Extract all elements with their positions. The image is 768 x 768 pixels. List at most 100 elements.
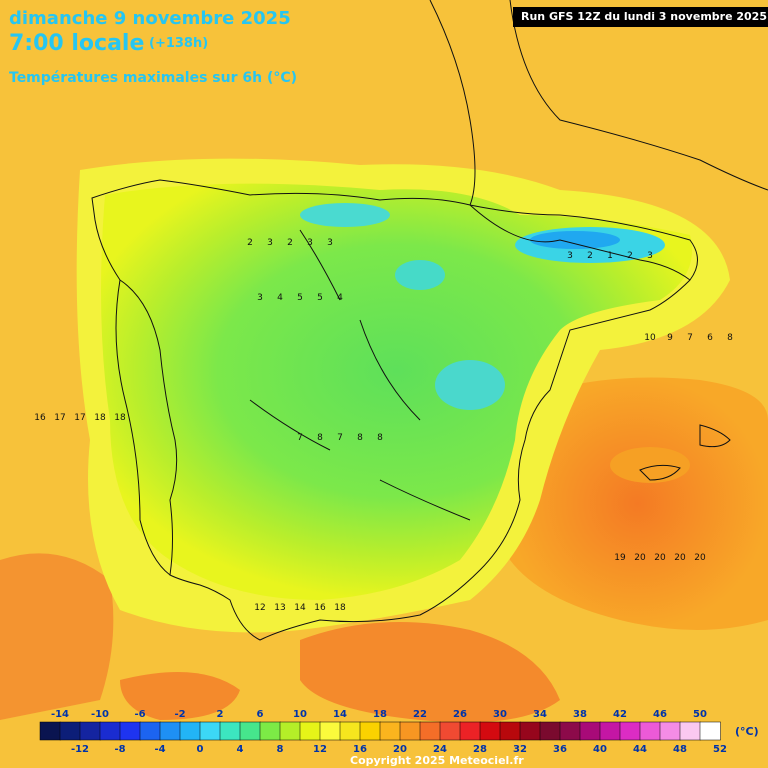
legend-swatch <box>579 721 601 741</box>
legend-swatch <box>359 721 381 741</box>
legend-swatch <box>79 721 101 741</box>
legend-label-lower: -4 <box>154 744 165 755</box>
legend-label-lower: 8 <box>277 744 284 755</box>
color-legend: -14 -10 -6 -2 2 6 10 14 18 22 26 30 34 38 42 46 50-12 -8-… <box>39 709 727 755</box>
legend-swatch <box>519 721 541 741</box>
grid-value: 12 <box>254 603 265 613</box>
legend-swatch <box>159 721 181 741</box>
date-title: dimanche 9 novembre 2025 <box>9 8 291 29</box>
legend-unit: (°C) <box>735 725 759 738</box>
grid-value: 1 <box>607 251 613 261</box>
legend-label-upper: -14 <box>51 709 69 720</box>
grid-value: 18 <box>94 413 106 423</box>
grid-value: 8 <box>357 433 363 443</box>
legend-swatch <box>599 721 621 741</box>
legend-label-lower: 24 <box>433 744 447 755</box>
legend-label-lower: -12 <box>71 744 89 755</box>
legend-label-lower: 28 <box>473 744 487 755</box>
grid-value: 7 <box>337 433 343 443</box>
legend-label-lower: 40 <box>593 744 607 755</box>
legend-swatch <box>219 721 241 741</box>
legend-label-upper: 18 <box>373 709 387 720</box>
legend-label-upper: 22 <box>413 709 427 720</box>
grid-value: 16 <box>314 603 326 613</box>
legend-swatch <box>259 721 281 741</box>
field-title: Températures maximales sur 6h (°C) <box>9 70 298 86</box>
legend-swatch <box>99 721 121 741</box>
legend-swatch <box>439 721 461 741</box>
grid-value: 4 <box>337 293 343 303</box>
legend-swatch <box>119 721 141 741</box>
grid-value: 14 <box>294 603 306 613</box>
legend-swatch <box>319 721 341 741</box>
legend-label-upper: 10 <box>293 709 307 720</box>
grid-value: 3 <box>307 238 313 248</box>
legend-swatch <box>59 721 81 741</box>
grid-value: 4 <box>277 293 283 303</box>
grid-value: 6 <box>707 333 713 343</box>
legend-label-lower: 20 <box>393 744 407 755</box>
grid-value: 18 <box>334 603 346 613</box>
grid-value: 19 <box>614 553 626 563</box>
legend-swatch <box>459 721 481 741</box>
legend-label-lower: 0 <box>197 744 204 755</box>
grid-value: 5 <box>317 293 323 303</box>
lead-time: (+138h) <box>149 36 209 51</box>
time-title: 7:00 locale <box>9 31 145 56</box>
copyright: Copyright 2025 Meteociel.fr <box>350 754 524 767</box>
legend-label-upper: 30 <box>493 709 507 720</box>
grid-value: 3 <box>257 293 263 303</box>
legend-label-lower: 52 <box>713 744 727 755</box>
legend-swatch <box>639 721 661 741</box>
grid-value: 8 <box>317 433 323 443</box>
legend-label-upper: 14 <box>333 709 347 720</box>
legend-swatch <box>399 721 421 741</box>
grid-value: 10 <box>644 333 656 343</box>
legend-label-upper: -10 <box>91 709 109 720</box>
legend-swatch <box>199 721 221 741</box>
grid-value: 3 <box>567 251 573 261</box>
legend-label-upper: -2 <box>174 709 185 720</box>
legend-label-lower: 48 <box>673 744 687 755</box>
legend-swatch <box>39 721 61 741</box>
legend-label-lower: 16 <box>353 744 367 755</box>
grid-value: 5 <box>297 293 303 303</box>
grid-value: 3 <box>327 238 333 248</box>
legend-swatch <box>139 721 161 741</box>
grid-value: 2 <box>287 238 293 248</box>
run-label: Run GFS 12Z du lundi 3 novembre 2025 <box>513 7 768 27</box>
legend-label-upper: -6 <box>134 709 145 720</box>
legend-label-upper: 50 <box>693 709 707 720</box>
legend-swatch <box>339 721 361 741</box>
legend-label-lower: -8 <box>114 744 125 755</box>
legend-label-upper: 26 <box>453 709 467 720</box>
legend-label-upper: 42 <box>613 709 627 720</box>
legend-label-lower: 4 <box>237 744 244 755</box>
grid-value: 8 <box>377 433 383 443</box>
grid-value: 17 <box>74 413 85 423</box>
grid-value: 7 <box>297 433 303 443</box>
legend-swatch <box>379 721 401 741</box>
coastline <box>91 0 768 641</box>
grid-value: 3 <box>647 251 653 261</box>
legend-swatch <box>619 721 641 741</box>
legend-label-upper: 38 <box>573 709 587 720</box>
legend-label-lower: 32 <box>513 744 527 755</box>
grid-value: 18 <box>114 413 126 423</box>
grid-value: 20 <box>634 553 646 563</box>
legend-label-upper: 6 <box>257 709 264 720</box>
grid-value: 2 <box>587 251 593 261</box>
grid-value: 2 <box>247 238 253 248</box>
legend-swatch <box>659 721 681 741</box>
legend-label-lower: 44 <box>633 744 647 755</box>
legend-label-upper: 34 <box>533 709 547 720</box>
grid-value: 3 <box>267 238 273 248</box>
legend-swatch <box>539 721 561 741</box>
legend-label-lower: 36 <box>553 744 567 755</box>
legend-label-upper: 2 <box>217 709 224 720</box>
legend-swatch <box>679 721 701 741</box>
legend-swatch <box>299 721 321 741</box>
grid-value: 2 <box>627 251 633 261</box>
